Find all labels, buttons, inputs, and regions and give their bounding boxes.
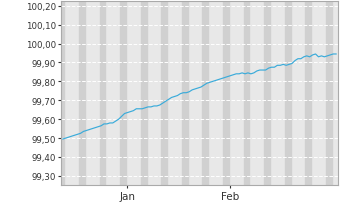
Bar [182,2,188,185]
Bar [243,2,249,185]
Bar [305,2,311,185]
Bar [120,2,126,185]
Bar [61,2,64,185]
Bar [326,2,332,185]
Bar [203,2,208,185]
Bar [141,2,147,185]
Bar [161,2,167,185]
Bar [264,2,270,185]
Bar [100,2,105,185]
Bar [285,2,291,185]
Bar [79,2,85,185]
Bar [223,2,229,185]
